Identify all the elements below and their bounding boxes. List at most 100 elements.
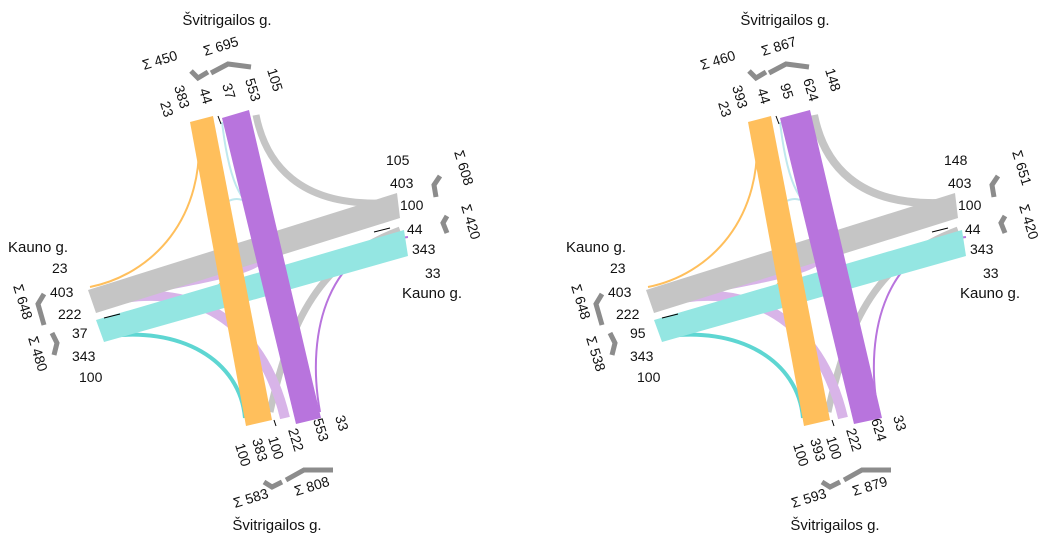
brace-north-out <box>767 61 810 76</box>
value-south-2: 393 <box>807 436 829 463</box>
brace-south-in <box>262 479 284 490</box>
divider-south <box>831 419 835 427</box>
value-east-2: 403 <box>948 175 972 191</box>
brace-east-out <box>998 214 1008 234</box>
brace-north-out <box>209 61 252 76</box>
divider-east <box>373 227 391 233</box>
street-label-west: Kauno g. <box>566 239 626 256</box>
value-east-3: 100 <box>958 197 982 213</box>
divider-north <box>775 115 780 125</box>
band-orange-through <box>190 116 272 426</box>
value-west-1: 23 <box>610 260 626 276</box>
street-label-west: Kauno g. <box>8 239 68 256</box>
value-west-6: 100 <box>637 369 661 385</box>
brace-west-in <box>35 292 47 326</box>
brace-west-in <box>593 292 605 326</box>
value-east-4: 44 <box>965 221 981 237</box>
value-south-6: 33 <box>332 413 352 433</box>
value-east-5: 343 <box>412 241 436 257</box>
flow-west-to-south-teal <box>660 332 805 419</box>
value-west-2: 403 <box>50 284 74 300</box>
sum-south-in: Σ 593 <box>789 485 828 511</box>
sum-north-out: Σ 867 <box>759 33 798 59</box>
divider-north <box>217 115 222 125</box>
value-east-2: 403 <box>390 175 414 191</box>
divider-west <box>103 313 121 319</box>
value-west-2: 403 <box>608 284 632 300</box>
sum-east-out: Σ 420 <box>1016 202 1042 241</box>
value-west-4: 37 <box>72 325 88 341</box>
street-label-north: Švitrigailos g. <box>182 12 271 29</box>
value-south-3: 100 <box>265 434 287 461</box>
value-east-6: 33 <box>425 265 441 281</box>
value-east-1: 148 <box>944 152 968 168</box>
value-north-4: 37 <box>219 81 239 101</box>
value-north-4: 95 <box>777 81 797 101</box>
value-south-4: 222 <box>285 426 307 453</box>
sum-west-out: Σ 480 <box>25 334 51 373</box>
sum-south-out: Σ 808 <box>292 473 331 499</box>
street-label-east: Kauno g. <box>402 285 462 302</box>
band-purple-through <box>780 110 882 424</box>
brace-east-in <box>431 174 443 198</box>
value-north-1: 23 <box>715 99 735 119</box>
sum-north-out: Σ 695 <box>201 33 240 59</box>
value-north-3: 44 <box>196 86 216 106</box>
brace-west-out <box>607 331 618 356</box>
sum-east-out: Σ 420 <box>458 202 484 241</box>
intersection-diagram-2: Švitrigailos g. Kauno g. Kauno g. Švitri… <box>566 12 1042 534</box>
sum-west-in: Σ 648 <box>10 282 36 321</box>
value-north-1: 23 <box>157 99 177 119</box>
band-gray-through <box>646 193 958 313</box>
brace-south-in <box>820 479 842 490</box>
street-label-east: Kauno g. <box>960 285 1020 302</box>
value-east-6: 33 <box>983 265 999 281</box>
value-east-4: 44 <box>407 221 423 237</box>
flow-north-right-turn <box>810 114 939 208</box>
brace-north-in <box>189 69 210 82</box>
divider-east <box>931 227 949 233</box>
band-teal-through <box>96 230 408 342</box>
value-north-6: 105 <box>264 66 286 93</box>
band-orange-through <box>748 116 830 426</box>
sum-south-out: Σ 879 <box>850 473 889 499</box>
value-north-2: 383 <box>171 83 193 110</box>
sum-east-in: Σ 651 <box>1009 148 1035 187</box>
value-south-5: 624 <box>868 416 890 443</box>
flow-layer <box>88 110 409 427</box>
value-north-5: 553 <box>242 76 264 103</box>
value-south-2: 383 <box>249 436 271 463</box>
flow-west-to-south-teal <box>102 332 247 419</box>
brace-east-out <box>440 214 450 234</box>
flow-north-right-turn <box>252 114 381 207</box>
value-north-6: 148 <box>822 66 844 93</box>
brace-south-out <box>842 467 891 483</box>
sum-west-in: Σ 648 <box>568 282 594 321</box>
band-teal-through <box>654 230 966 342</box>
value-south-3: 100 <box>823 434 845 461</box>
value-west-5: 343 <box>72 348 96 364</box>
street-label-north: Švitrigailos g. <box>740 12 829 29</box>
value-south-1: 100 <box>790 441 812 468</box>
sum-west-out: Σ 538 <box>583 334 609 373</box>
value-west-5: 343 <box>630 348 654 364</box>
value-south-5: 553 <box>310 416 332 443</box>
sum-north-in: Σ 460 <box>698 47 737 73</box>
value-west-4: 95 <box>630 325 646 341</box>
brace-north-in <box>747 69 768 82</box>
value-west-3: 222 <box>58 306 82 322</box>
divider-south <box>273 419 277 427</box>
value-south-4: 222 <box>843 426 865 453</box>
street-label-south: Švitrigailos g. <box>790 517 879 534</box>
sum-south-in: Σ 583 <box>231 485 270 511</box>
brace-south-out <box>284 467 333 483</box>
value-north-5: 624 <box>800 76 822 103</box>
value-east-5: 343 <box>970 241 994 257</box>
flow-layer <box>646 110 967 427</box>
value-east-1: 105 <box>386 152 410 168</box>
value-west-1: 23 <box>52 260 68 276</box>
brace-west-out <box>49 331 60 356</box>
band-purple-through <box>222 110 321 424</box>
brace-east-in <box>989 174 1001 198</box>
